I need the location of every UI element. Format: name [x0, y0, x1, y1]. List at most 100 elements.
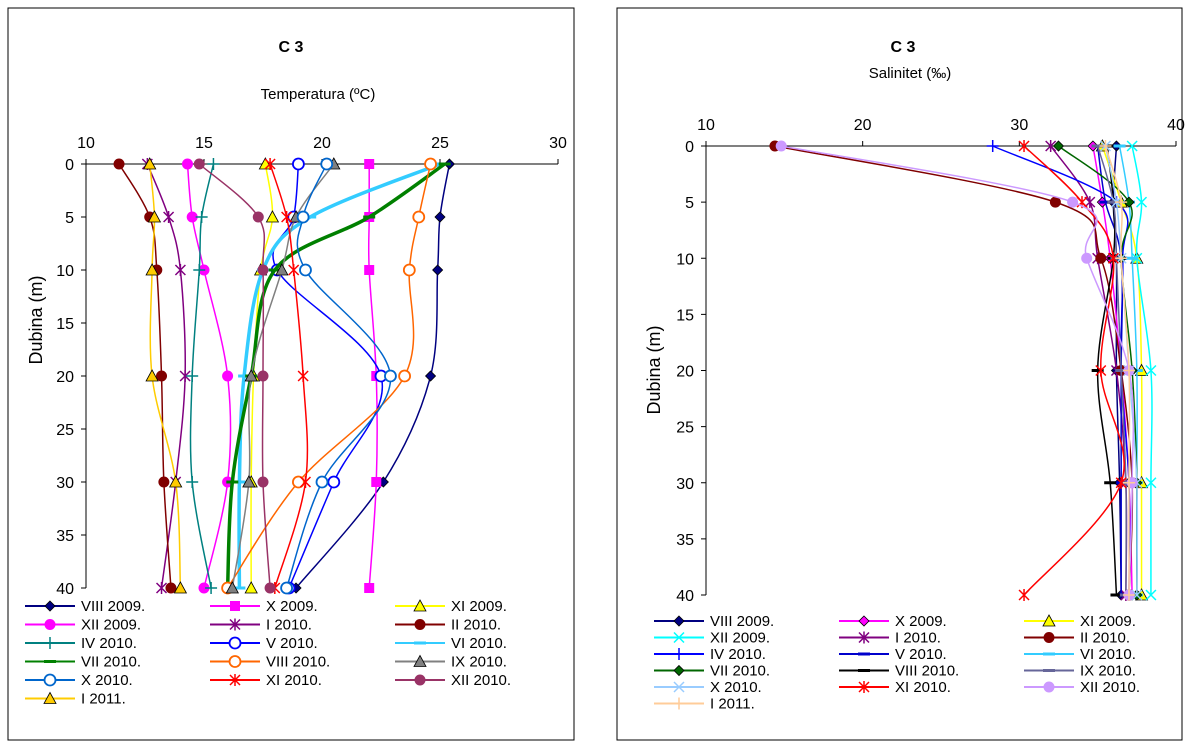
data-point: [233, 480, 246, 484]
y-tick-label: 0: [65, 157, 74, 174]
data-point: [264, 582, 276, 594]
x-tick-label: 20: [313, 135, 331, 152]
data-point: [193, 158, 205, 170]
legend-swatch-marker: [44, 637, 56, 649]
data-point: [181, 158, 193, 170]
series-line: [237, 162, 441, 589]
legend-swatch-marker: [44, 619, 56, 630]
data-point: [296, 210, 310, 224]
legend-label: VIII 2009.: [81, 598, 145, 615]
legend-swatch-marker: [44, 660, 56, 663]
legend-swatch-marker: [414, 674, 426, 686]
legend-label: XII 2009.: [81, 617, 141, 634]
x-tick-label: 25: [431, 135, 449, 152]
data-point: [226, 480, 239, 484]
x-tick-label: 30: [549, 135, 567, 152]
legend-label: VII 2010.: [81, 654, 141, 671]
y-axis-label: Dubina (m): [26, 275, 46, 364]
data-point: [288, 264, 300, 276]
data-point: [265, 210, 280, 223]
data-point: [169, 475, 183, 488]
legend-swatch-marker: [43, 691, 57, 704]
legend-item: VIII 2010.: [210, 654, 330, 671]
data-point: [398, 369, 412, 383]
legend-label: IX 2010.: [451, 654, 507, 671]
data-point: [238, 374, 251, 378]
legend-item: IX 2010.: [395, 654, 507, 671]
data-point: [264, 158, 276, 170]
data-point: [257, 264, 269, 276]
data-point: [280, 581, 294, 595]
legend-item: II 2010.: [395, 617, 501, 634]
x-tick-label: 15: [195, 135, 213, 152]
y-tick-label: 35: [56, 528, 74, 545]
data-point: [113, 158, 125, 170]
legend-swatch-marker: [230, 601, 240, 611]
legend-label: XI 2010.: [266, 672, 322, 689]
data-point: [145, 369, 159, 382]
data-point: [244, 369, 258, 382]
series-10: [221, 157, 437, 595]
data-point: [186, 476, 199, 488]
legend-swatch-marker: [43, 673, 57, 687]
series-6: [186, 158, 220, 594]
data-point: [195, 211, 208, 223]
y-tick-label: 40: [56, 581, 74, 598]
data-point: [233, 586, 246, 590]
data-point: [363, 215, 376, 219]
data-point: [242, 475, 256, 488]
series-0: [290, 158, 456, 594]
legend-item: VIII 2009.: [25, 598, 145, 615]
data-point: [145, 263, 159, 276]
series-14: [193, 158, 276, 594]
series-12: [280, 157, 397, 595]
data-point: [275, 263, 289, 276]
series-line: [225, 162, 446, 589]
data-point: [412, 210, 426, 224]
data-point: [304, 215, 317, 219]
legend-swatch-marker: [229, 618, 241, 631]
data-point: [179, 370, 191, 382]
legend-label: XII 2010.: [451, 672, 511, 689]
data-point: [384, 369, 397, 383]
data-point: [434, 211, 446, 223]
legend-item: IV 2010.: [25, 635, 137, 652]
data-point: [257, 370, 269, 382]
legend-swatch-marker: [414, 641, 426, 645]
data-point: [165, 582, 177, 594]
legend-item: XII 2009.: [25, 617, 141, 634]
data-point: [315, 475, 329, 489]
data-point: [156, 370, 168, 382]
legend-item: VII 2010.: [25, 654, 141, 671]
y-tick-label: 25: [56, 422, 74, 439]
y-tick-label: 15: [56, 316, 74, 333]
series-15: [143, 157, 188, 594]
data-point: [244, 581, 258, 594]
data-point: [147, 210, 162, 223]
data-point: [186, 370, 199, 382]
temperature-chart-frame: [7, 7, 575, 741]
data-point: [268, 268, 281, 272]
legend: VIII 2009. X 2009. XI 2009. XII 2009. I 2010…: [25, 598, 511, 708]
legend-swatch-marker: [413, 654, 427, 667]
legend-item: XI 2009.: [395, 598, 507, 615]
data-point: [424, 157, 437, 171]
legend-item: I 2010.: [210, 617, 312, 634]
data-point: [173, 581, 188, 594]
legend-item: V 2010.: [210, 635, 318, 652]
data-point: [207, 158, 220, 170]
data-point: [402, 263, 416, 277]
legend-label: IV 2010.: [81, 635, 137, 652]
legend-item: XI 2010.: [210, 672, 322, 689]
axes: 10 15 20 25 30 0 5 10 15 20 25 30 35 40: [56, 135, 567, 598]
data-point: [438, 162, 451, 166]
legend-label: VI 2010.: [451, 635, 507, 652]
legend-label: X 2010.: [81, 672, 133, 689]
y-tick-label: 30: [56, 475, 74, 492]
chart-subtitle: Temperatura (ºC): [261, 86, 376, 103]
legend-label: I 2011.: [81, 691, 126, 708]
data-point: [281, 211, 293, 223]
legend-item: I 2011.: [25, 691, 126, 708]
chart-title: C 3: [279, 39, 304, 56]
data-point: [155, 582, 168, 594]
